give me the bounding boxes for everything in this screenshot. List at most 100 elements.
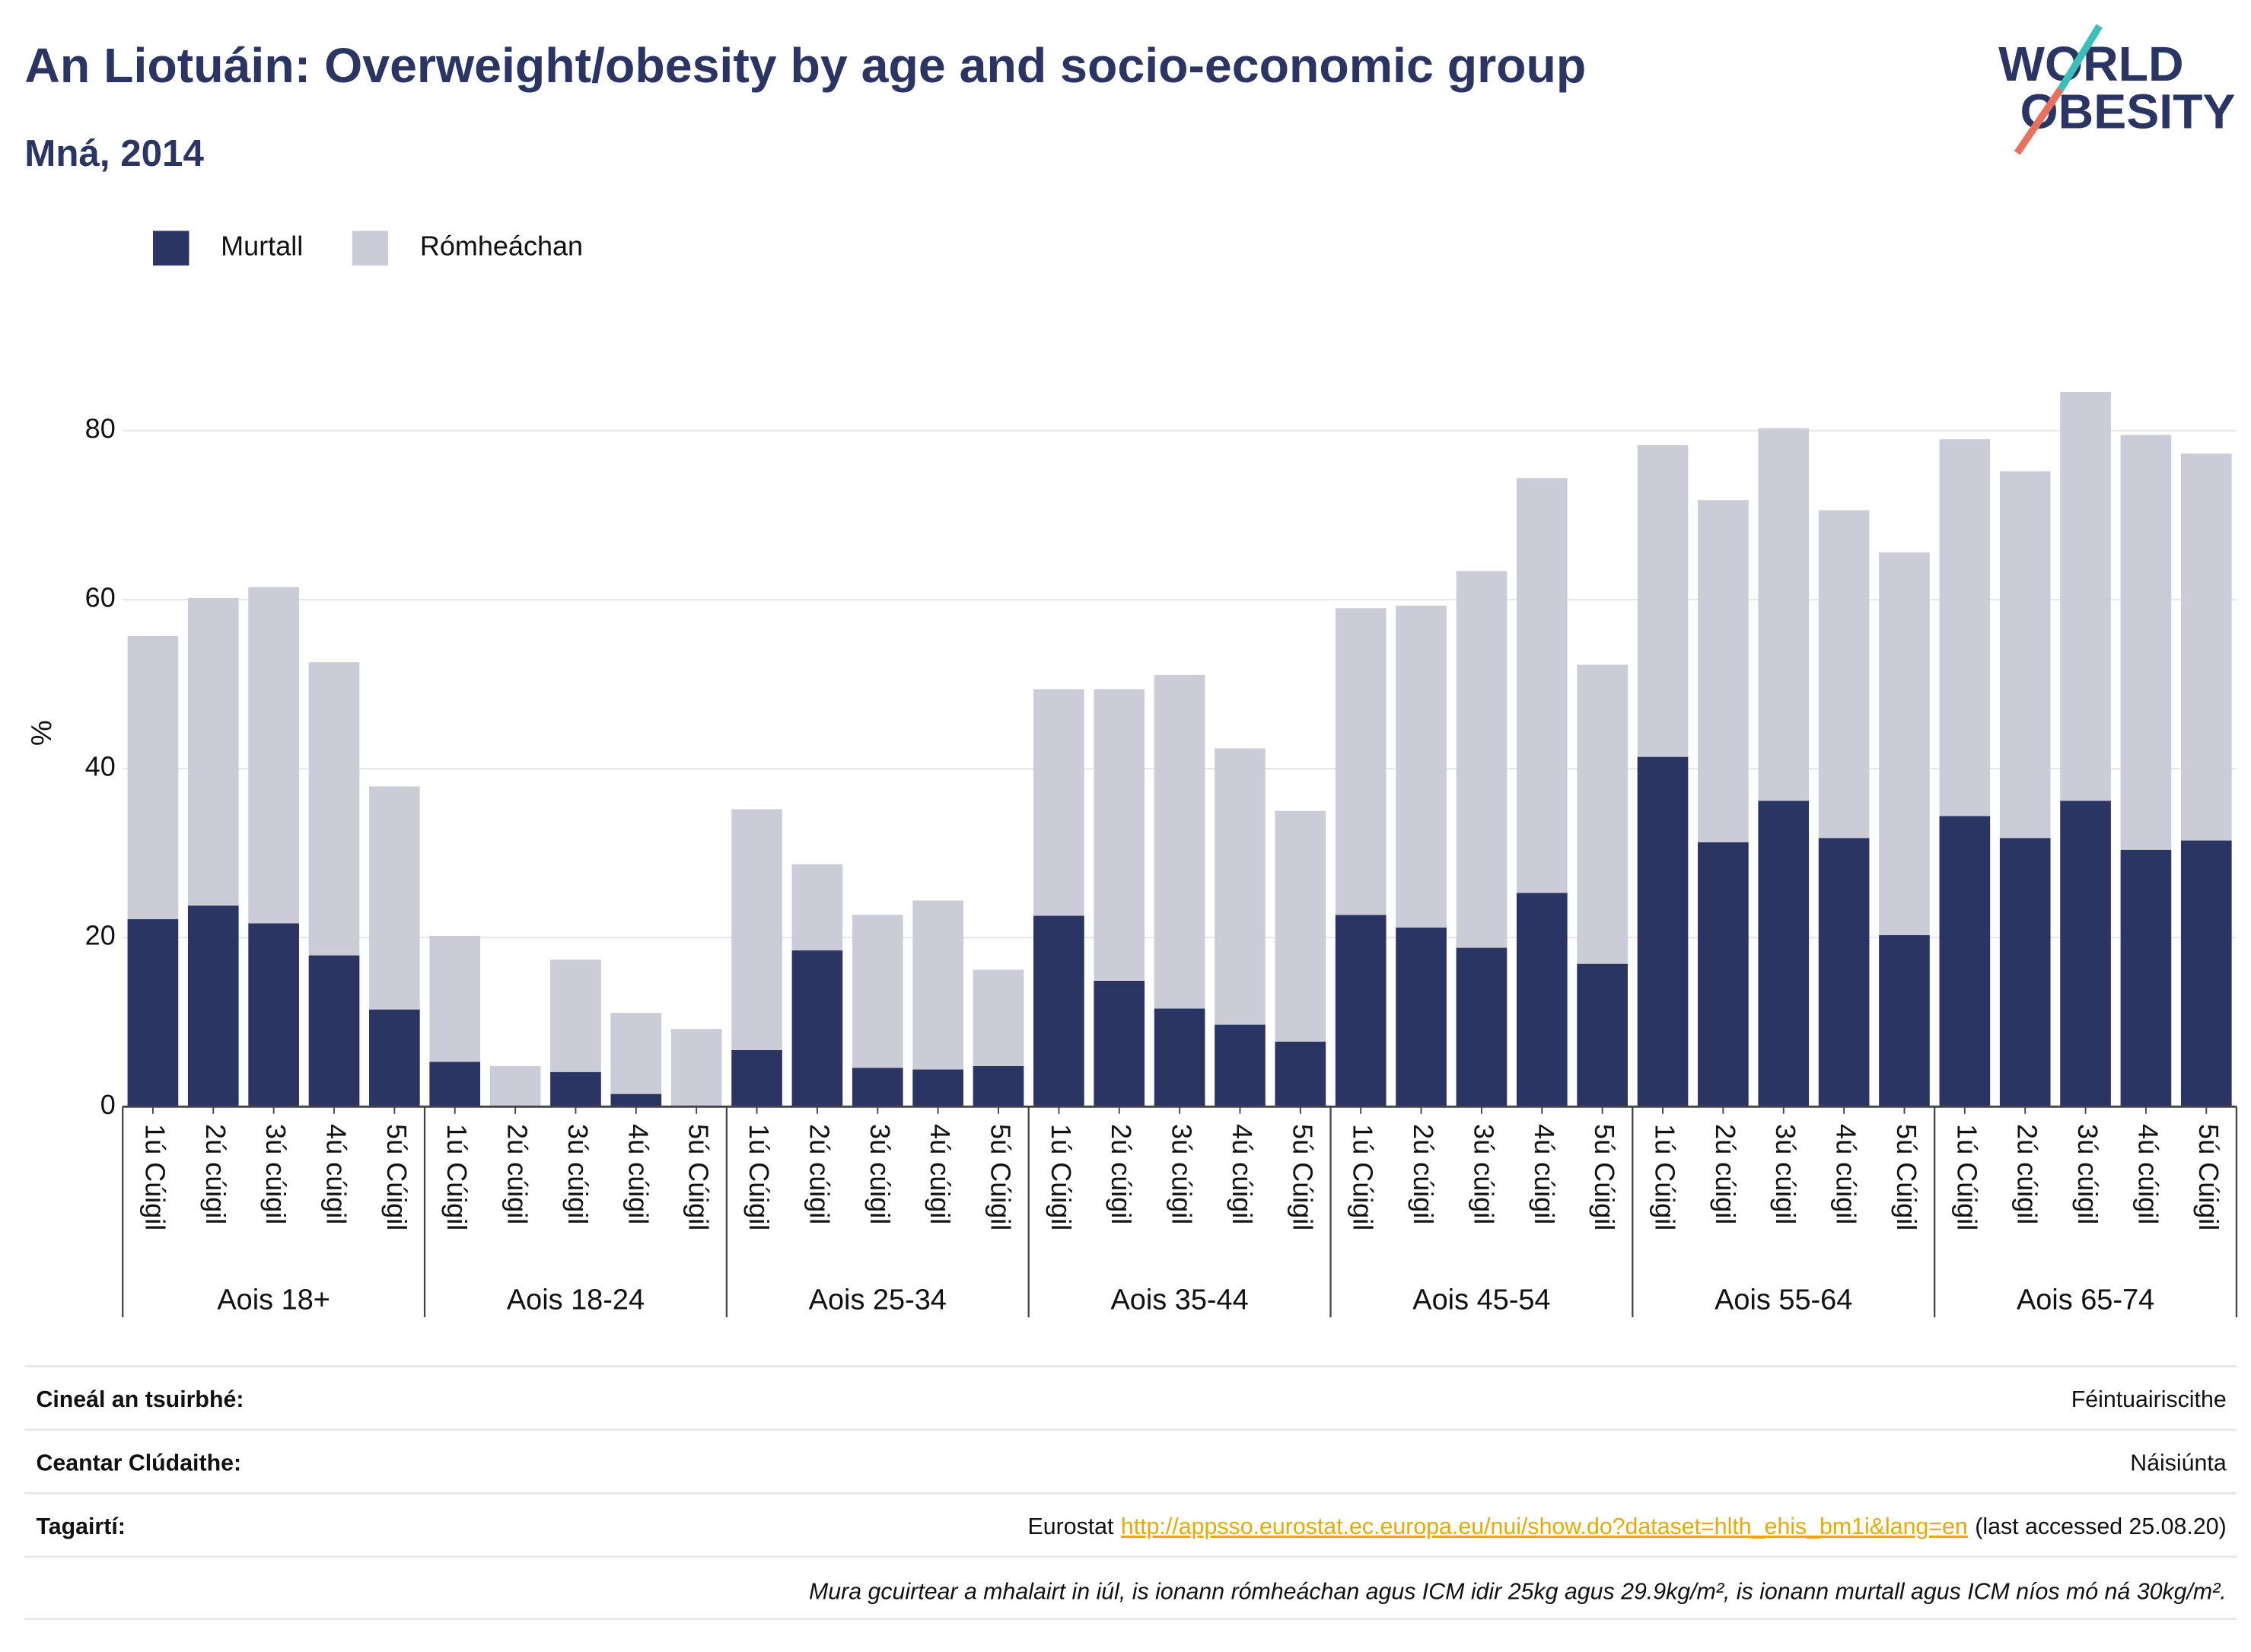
bar-segment — [187, 906, 239, 1107]
bar-segment — [369, 1009, 420, 1107]
bar-segment — [1637, 756, 1689, 1107]
footer-label: Cineál an tsuirbhé: — [36, 1387, 244, 1412]
x-tick-label: 1ú Cúigil — [1348, 1124, 1379, 1230]
x-tick-label: 2ú cúigil — [1408, 1124, 1439, 1224]
bar-segment — [1999, 471, 2051, 839]
bar-segment — [1698, 842, 1749, 1107]
legend-swatch — [352, 231, 389, 266]
bar-segment — [1879, 934, 1930, 1107]
bar-segment — [1335, 608, 1387, 915]
legend-label: Murtall — [221, 231, 303, 262]
legend-swatch — [153, 231, 189, 266]
x-tick-label: 4ú cúigil — [1529, 1124, 1560, 1224]
logo-slash — [2057, 24, 2103, 92]
bar-segment — [1637, 444, 1689, 757]
footer-label: Tagairtí: — [36, 1514, 125, 1539]
bar-segment — [610, 1013, 662, 1094]
bar-segment — [791, 950, 843, 1107]
group-label: Aois 45-54 — [1412, 1284, 1550, 1316]
x-tick-label: 3ú cúigil — [864, 1124, 896, 1224]
bar-segment — [1154, 1008, 1205, 1107]
x-tick-label: 3ú cúigil — [1770, 1124, 1801, 1224]
x-tick-label: 5ú Cúigil — [1891, 1124, 1922, 1230]
x-tick-label: 1ú Cúigil — [441, 1124, 473, 1230]
y-tick-label: 0 — [100, 1089, 116, 1120]
bar-segment — [1396, 605, 1447, 928]
bar-segment — [248, 923, 299, 1107]
bar-segment — [429, 936, 481, 1062]
bar-segment — [1033, 915, 1084, 1107]
logo-text: OBESITY — [2020, 84, 2236, 139]
group-label: Aois 25-34 — [809, 1284, 947, 1316]
y-axis-label: % — [26, 720, 58, 746]
group-label: Aois 55-64 — [1715, 1284, 1852, 1316]
bar-segment — [1758, 801, 1810, 1107]
bar-segment — [1033, 689, 1084, 916]
x-tick-label: 4ú cúigil — [925, 1124, 956, 1224]
group-label: Aois 65-74 — [2017, 1284, 2154, 1316]
legend-label: Rómheáchan — [420, 231, 583, 262]
bar-segment — [127, 635, 179, 919]
bar-segment — [2060, 392, 2111, 801]
bar-segment — [489, 1065, 541, 1107]
bar-segment — [2180, 454, 2232, 841]
x-tick-label: 4ú cúigil — [1831, 1124, 1862, 1224]
group-label: Aois 35-44 — [1110, 1284, 1248, 1316]
bar-segment — [852, 915, 903, 1068]
x-tick-label: 3ú cúigil — [1167, 1124, 1198, 1224]
x-tick-label: 5ú Cúigil — [1287, 1124, 1318, 1230]
x-tick-label: 1ú Cúigil — [1951, 1124, 1982, 1230]
reference-accessed: (last accessed 25.08.20) — [1975, 1514, 2226, 1539]
bar-segment — [308, 955, 360, 1107]
x-tick-label: 3ú cúigil — [562, 1124, 594, 1224]
footer-note: Mura gcuirtear a mhalairt in iúl, is ion… — [809, 1579, 2227, 1604]
bar-segment — [610, 1093, 662, 1107]
bar-segment — [1456, 947, 1508, 1107]
chart-subtitle: Mná, 2014 — [24, 132, 204, 174]
bar-segment — [308, 662, 360, 956]
bar-segment — [550, 1071, 601, 1107]
bar-segment — [2180, 840, 2232, 1107]
x-tick-label: 1ú Cúigil — [139, 1124, 170, 1230]
bar-segment — [1094, 980, 1145, 1107]
bar-segment — [1335, 915, 1387, 1107]
logo-slash — [2014, 87, 2064, 155]
footer: Cineál an tsuirbhé: Féintuairiscithe Ceant… — [24, 1365, 2237, 1620]
x-tick-label: 3ú cúigil — [1468, 1124, 1499, 1224]
bar-segment — [1879, 552, 1930, 935]
bar-segment — [1577, 963, 1628, 1107]
logo: WORLD OBESITY — [1998, 24, 2236, 155]
footer-label: Ceantar Clúdaithe: — [36, 1451, 241, 1476]
x-tick-label: 4ú cúigil — [2132, 1124, 2163, 1224]
bar-segment — [1758, 428, 1810, 801]
x-tick-label: 5ú Cúigil — [1589, 1124, 1620, 1230]
bar-segment — [1215, 1024, 1266, 1107]
bar-segment — [852, 1068, 903, 1107]
group-label: Aois 18-24 — [507, 1284, 645, 1316]
bar-segment — [1215, 748, 1266, 1025]
footer-value: Náisiúnta — [2130, 1451, 2227, 1476]
bar-segment — [670, 1029, 722, 1107]
x-tick-label: 2ú cúigil — [502, 1124, 533, 1224]
bar-segment — [2120, 849, 2172, 1107]
bar-segment — [369, 786, 420, 1010]
reference-link[interactable]: http://appsso.eurostat.ec.europa.eu/nui/… — [1121, 1514, 1968, 1539]
bar-segment — [731, 809, 782, 1050]
x-tick-label: 3ú cúigil — [260, 1124, 291, 1224]
x-tick-label: 2ú cúigil — [1106, 1124, 1137, 1224]
x-tick-label: 1ú Cúigil — [1046, 1124, 1077, 1230]
x-tick-label: 3ú cúigil — [2072, 1124, 2103, 1224]
x-tick-label: 1ú Cúigil — [1649, 1124, 1680, 1230]
x-tick-label: 4ú cúigil — [622, 1124, 654, 1224]
y-tick-label: 80 — [85, 413, 116, 444]
bar-segment — [1698, 500, 1749, 842]
x-tick-label: 2ú cúigil — [2012, 1124, 2043, 1224]
bar-segment — [1094, 689, 1145, 981]
bar-segment — [973, 969, 1024, 1066]
x-tick-label: 5ú Cúigil — [2193, 1124, 2224, 1230]
bar-segment — [1456, 571, 1508, 948]
bar-segment — [1999, 838, 2051, 1107]
bar-segment — [127, 918, 179, 1107]
